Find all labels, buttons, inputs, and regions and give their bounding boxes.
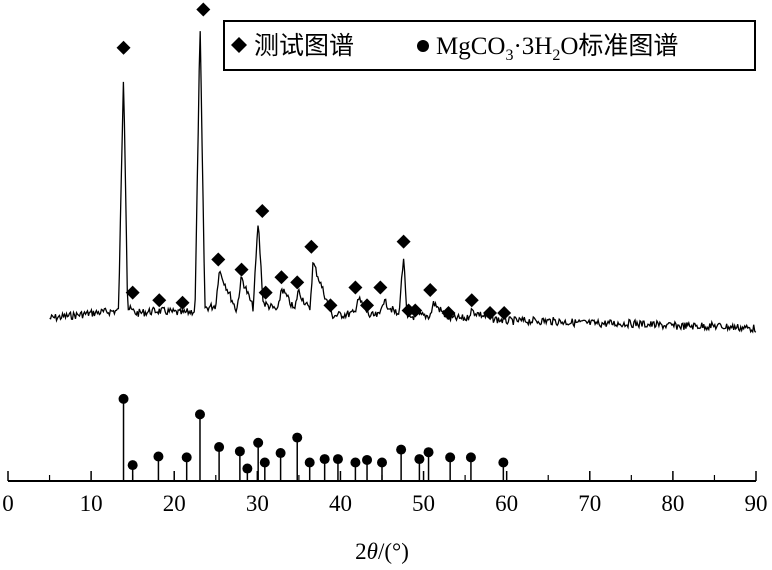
test-pattern xyxy=(49,31,757,334)
test-peak-marker xyxy=(373,280,388,295)
test-peak-marker xyxy=(125,285,140,300)
standard-peak-marker xyxy=(319,454,330,465)
standard-peak-marker xyxy=(465,452,476,463)
test-peak-marker xyxy=(497,306,512,320)
standard-peak-marker xyxy=(423,447,434,458)
x-tick-label: 0 xyxy=(2,491,14,516)
test-peak-marker xyxy=(348,280,363,295)
test-peak-marker xyxy=(423,283,438,298)
standard-peak-marker xyxy=(377,457,387,468)
legend-box xyxy=(223,20,756,71)
legend-label-part-2: ·3H xyxy=(513,33,552,60)
standard-peak-marker xyxy=(234,446,245,457)
test-peak-marker xyxy=(211,252,226,267)
test-peak-marker xyxy=(258,285,273,300)
test-peak-marker xyxy=(290,275,305,290)
standard-peak-marker xyxy=(275,448,286,459)
standard-peak-marker xyxy=(304,457,315,468)
legend-label-test: 测试图谱 xyxy=(254,32,354,60)
test-peak-marker xyxy=(441,306,456,320)
standard-peak-marker xyxy=(194,409,205,420)
test-pattern-markers xyxy=(116,2,512,320)
legend: 测试图谱 MgCO3·3H2O标准图谱 xyxy=(223,20,756,71)
x-axis-title-prefix: 2 xyxy=(355,539,367,564)
test-peak-marker xyxy=(408,303,423,318)
x-axis-title-suffix: /(°) xyxy=(378,539,409,564)
x-axis-ticks: 0 10 20 30 40 50 60 70 80 90 xyxy=(2,471,768,516)
x-tick-label: 80 xyxy=(661,491,684,516)
test-peak-marker xyxy=(483,306,498,320)
standard-pattern xyxy=(118,393,509,481)
standard-peak-marker xyxy=(118,393,129,404)
test-peak-marker xyxy=(255,204,270,218)
test-peak-marker xyxy=(196,2,211,17)
x-axis-title: 2θ/(°) xyxy=(355,539,409,564)
standard-peak-marker xyxy=(181,452,192,463)
standard-peak-marker xyxy=(292,432,303,443)
x-tick-label: 30 xyxy=(246,491,269,516)
legend-label-sub-1: 3 xyxy=(505,47,513,64)
test-peak-marker xyxy=(116,40,131,55)
standard-peak-marker xyxy=(445,452,456,463)
standard-peak-marker xyxy=(153,451,164,462)
legend-marker-diamond xyxy=(231,37,247,53)
standard-peak-marker xyxy=(332,454,343,465)
x-tick-label: 10 xyxy=(80,491,103,516)
standard-peak-marker xyxy=(414,454,425,465)
standard-peak-marker xyxy=(242,463,253,474)
test-peak-marker xyxy=(323,298,338,313)
x-tick-label: 60 xyxy=(495,491,518,516)
test-peak-marker xyxy=(396,234,411,249)
standard-peak-marker xyxy=(396,444,407,455)
x-tick-label: 70 xyxy=(578,491,601,516)
standard-peak-marker xyxy=(350,457,361,468)
standard-peak-marker xyxy=(214,442,225,453)
test-pattern-line xyxy=(49,31,757,334)
x-tick-label: 20 xyxy=(163,491,186,516)
standard-peak-marker xyxy=(362,454,373,465)
test-peak-marker xyxy=(152,293,167,308)
standard-peak-marker xyxy=(259,457,270,468)
x-tick-label: 90 xyxy=(745,491,768,516)
standard-peak-marker xyxy=(498,457,509,468)
standard-peak-marker xyxy=(253,437,264,448)
x-tick-label: 50 xyxy=(412,491,435,516)
test-peak-marker xyxy=(234,262,249,277)
legend-label-sub-2: 2 xyxy=(552,47,560,64)
x-axis-title-theta: θ xyxy=(367,539,378,564)
test-peak-marker xyxy=(274,270,289,285)
test-peak-marker xyxy=(464,293,479,308)
legend-label-part-1: MgCO xyxy=(436,33,505,60)
standard-peak-marker xyxy=(127,460,138,471)
legend-label-standard: MgCO3·3H2O标准图谱 xyxy=(436,32,678,64)
legend-marker-circle xyxy=(417,40,429,52)
x-tick-label: 40 xyxy=(329,491,352,516)
test-peak-marker xyxy=(304,239,319,254)
test-peak-marker xyxy=(360,298,375,313)
legend-label-part-3: O标准图谱 xyxy=(560,32,678,60)
test-peak-marker xyxy=(175,295,190,310)
